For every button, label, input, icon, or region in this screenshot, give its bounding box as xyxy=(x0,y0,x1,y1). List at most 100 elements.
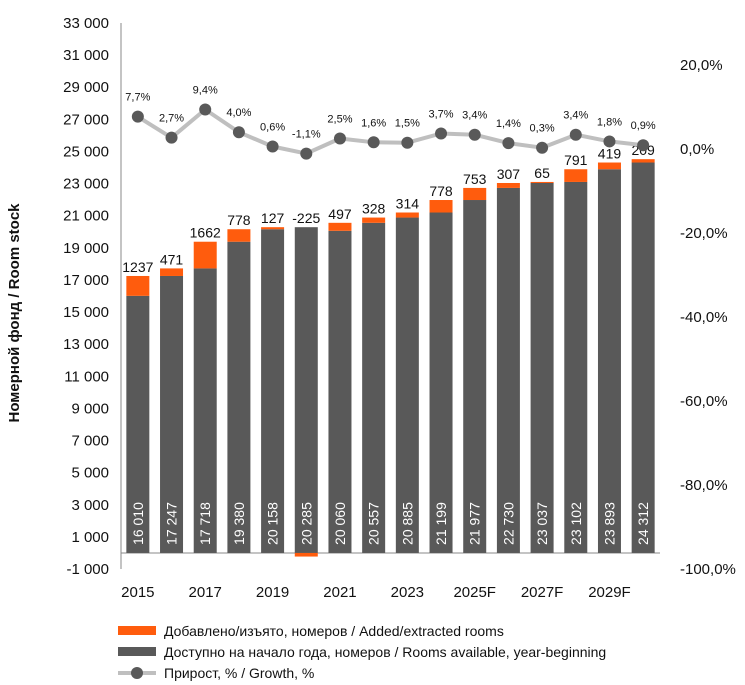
y-tick-label: 7 000 xyxy=(71,433,109,450)
bar-added xyxy=(328,222,352,231)
bar-value-label: 23 893 xyxy=(601,502,617,545)
y-axis-label: Номерной фонд / Room stock xyxy=(6,203,23,423)
growth-marker xyxy=(232,126,245,139)
growth-marker xyxy=(333,132,346,145)
bar-added xyxy=(261,227,285,230)
growth-label: 3,4% xyxy=(563,110,588,122)
added-value-label: 328 xyxy=(362,201,386,217)
bar-added xyxy=(631,159,655,163)
added-value-label: 65 xyxy=(534,165,550,181)
x-tick-label: 2017 xyxy=(189,584,222,601)
bar-value-label: 16 010 xyxy=(130,502,146,545)
bar-value-label: 19 380 xyxy=(231,502,247,545)
bar-value-label: 21 199 xyxy=(433,502,449,545)
y-tick-label: 31 000 xyxy=(63,47,109,64)
bar-available xyxy=(496,187,520,553)
growth-label: 1,8% xyxy=(597,116,622,128)
growth-label: 1,6% xyxy=(361,117,386,129)
growth-marker xyxy=(468,128,481,141)
bar-value-label: 20 158 xyxy=(265,502,281,545)
growth-label: 3,7% xyxy=(428,108,453,120)
y-tick-label: 19 000 xyxy=(63,240,109,257)
y-tick-label: 17 000 xyxy=(63,272,109,289)
added-value-label: 497 xyxy=(328,206,352,222)
bar-available xyxy=(126,295,150,553)
y-tick-label: 9 000 xyxy=(71,400,109,417)
added-value-label: 471 xyxy=(160,251,184,267)
bar-available xyxy=(463,200,487,553)
bar-available xyxy=(160,275,184,553)
y-tick-label: 25 000 xyxy=(63,143,109,160)
growth-label: 7,7% xyxy=(125,92,150,104)
y-tick-label: 5 000 xyxy=(71,465,109,482)
bar-available xyxy=(429,212,453,553)
bar-available xyxy=(294,227,318,553)
y2-tick-label: -100,0% xyxy=(680,561,736,578)
x-tick-label: 2021 xyxy=(323,584,356,601)
y2-tick-label: -60,0% xyxy=(680,393,728,410)
x-tick-label: 2027F xyxy=(521,584,564,601)
growth-label: 1,4% xyxy=(496,118,521,130)
bar-value-label: 17 718 xyxy=(197,502,213,545)
legend-swatch-available xyxy=(118,647,156,656)
growth-marker xyxy=(536,141,549,154)
legend-swatch-growth xyxy=(118,666,156,679)
bar-value-label: 20 557 xyxy=(366,502,382,545)
growth-line xyxy=(136,107,644,156)
growth-label: 0,6% xyxy=(260,121,285,133)
x-tick-label: 2019 xyxy=(256,584,289,601)
bar-added xyxy=(530,181,554,183)
y-tick-label: 13 000 xyxy=(63,336,109,353)
added-value-label: 778 xyxy=(227,212,251,228)
added-value-label: 1662 xyxy=(190,225,221,241)
y-tick-label: 21 000 xyxy=(63,208,109,225)
growth-marker xyxy=(266,140,279,153)
growth-marker xyxy=(637,139,650,152)
y2-tick-label: 0,0% xyxy=(680,141,714,158)
bar-added xyxy=(496,182,520,188)
legend-label-available: Доступно на начало года, номеров / Rooms… xyxy=(164,643,607,660)
growth-label: 1,5% xyxy=(395,118,420,130)
y-tick-label: 1 000 xyxy=(71,529,109,546)
y2-tick-label: -80,0% xyxy=(680,477,728,494)
growth-marker xyxy=(603,135,616,148)
y2-tick-label: -20,0% xyxy=(680,225,728,242)
y2-tick-label: 20,0% xyxy=(680,57,723,74)
growth-marker xyxy=(131,110,144,123)
y-tick-label: 29 000 xyxy=(63,79,109,96)
added-value-label: 791 xyxy=(564,152,588,168)
bar-added xyxy=(126,275,150,296)
added-value-label: 1237 xyxy=(122,259,153,275)
growth-marker xyxy=(401,136,414,149)
y-tick-label: 15 000 xyxy=(63,304,109,321)
bar-added xyxy=(564,169,588,182)
bar-value-label: 22 730 xyxy=(500,502,516,545)
bar-value-label: 23 102 xyxy=(568,502,584,545)
legend-label-added: Добавлено/изъято, номеров / Added/extrac… xyxy=(164,622,504,639)
added-value-label: 307 xyxy=(497,166,521,182)
growth-marker xyxy=(569,128,582,141)
bar-added xyxy=(597,162,621,170)
bar-available xyxy=(328,230,352,553)
bar-added xyxy=(395,212,419,218)
bar-available xyxy=(261,229,285,553)
growth-label: 2,7% xyxy=(159,113,184,125)
bar-value-label: 24 312 xyxy=(635,502,651,545)
growth-marker xyxy=(199,103,212,116)
bar-available xyxy=(564,181,588,553)
added-value-label: 753 xyxy=(463,171,487,187)
y-tick-label: -1 000 xyxy=(66,561,109,578)
legend-label-growth: Прирост, % / Growth, % xyxy=(164,664,315,681)
growth-marker xyxy=(300,147,313,160)
y-tick-label: 27 000 xyxy=(63,111,109,128)
added-value-label: 314 xyxy=(396,196,420,212)
x-tick-label: 2025F xyxy=(453,584,496,601)
plot-area: 33 000 31 000 29 000 27 000 25 000 23 000 21 0… xyxy=(63,15,736,601)
growth-label: 0,9% xyxy=(631,120,656,132)
bar-available xyxy=(530,182,554,553)
bar-value-label: 17 247 xyxy=(164,502,180,545)
bar-value-label: 20 885 xyxy=(399,502,415,545)
growth-label: 9,4% xyxy=(193,85,218,97)
legend-item-available: Доступно на начало года, номеров / Rooms… xyxy=(118,641,606,662)
